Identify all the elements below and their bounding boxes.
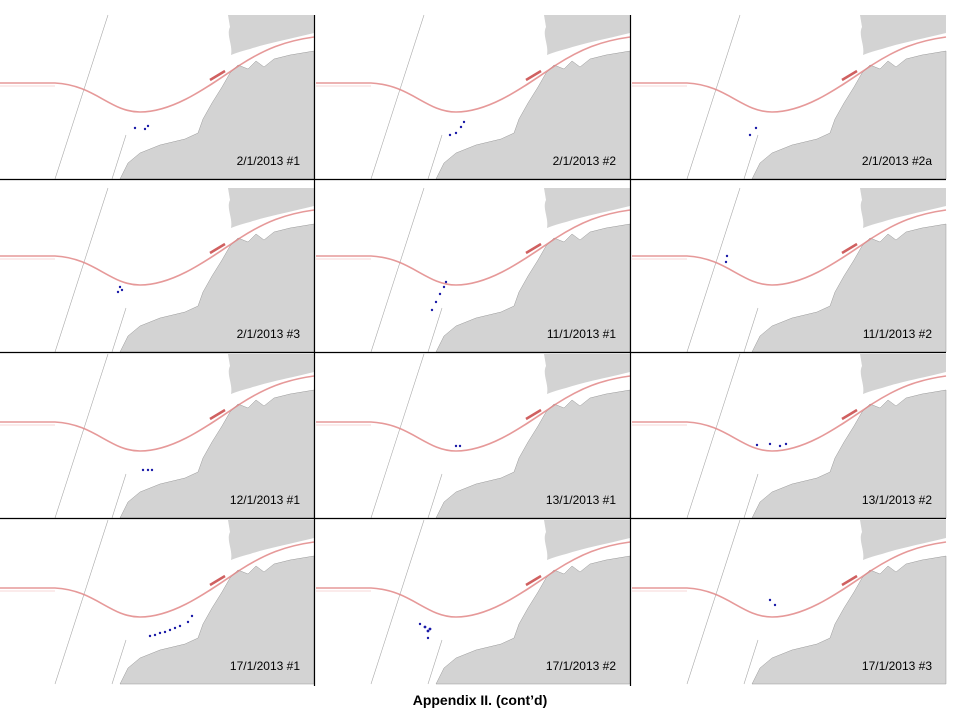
map-panel: 2/1/2013 #3: [0, 186, 316, 354]
map-panel: 2/1/2013 #2: [314, 13, 632, 181]
panel-label: 12/1/2013 #1: [230, 493, 300, 507]
map-panel: 12/1/2013 #1: [0, 352, 316, 520]
map-panel: 11/1/2013 #1: [314, 186, 632, 354]
panel-grid: [0, 15, 946, 686]
panel-label: 11/1/2013 #1: [547, 327, 617, 341]
panel-label: 2/1/2013 #2: [553, 154, 617, 168]
panel-label: 17/1/2013 #3: [862, 659, 932, 673]
map-panel: 13/1/2013 #1: [314, 352, 632, 520]
map-panel: 2/1/2013 #2a: [630, 13, 948, 181]
map-panel: 17/1/2013 #1: [0, 518, 316, 686]
map-panel: 11/1/2013 #2: [630, 186, 948, 354]
panel-label: 13/1/2013 #2: [862, 493, 932, 507]
map-panel: 13/1/2013 #2: [630, 352, 948, 520]
panel-label: 13/1/2013 #1: [546, 493, 616, 507]
panel-label: 2/1/2013 #3: [237, 327, 301, 341]
panel-label: 17/1/2013 #2: [546, 659, 616, 673]
panel-label: 11/1/2013 #2: [863, 327, 933, 341]
panel-label: 2/1/2013 #1: [237, 154, 301, 168]
panel-label: 2/1/2013 #2a: [862, 154, 932, 168]
map-panel: 17/1/2013 #2: [314, 518, 632, 686]
caption: Appendix II. (cont’d): [413, 692, 548, 708]
panel-label: 17/1/2013 #1: [230, 659, 300, 673]
map-panel: 17/1/2013 #3: [630, 518, 948, 686]
map-panel: 2/1/2013 #1: [0, 13, 316, 181]
